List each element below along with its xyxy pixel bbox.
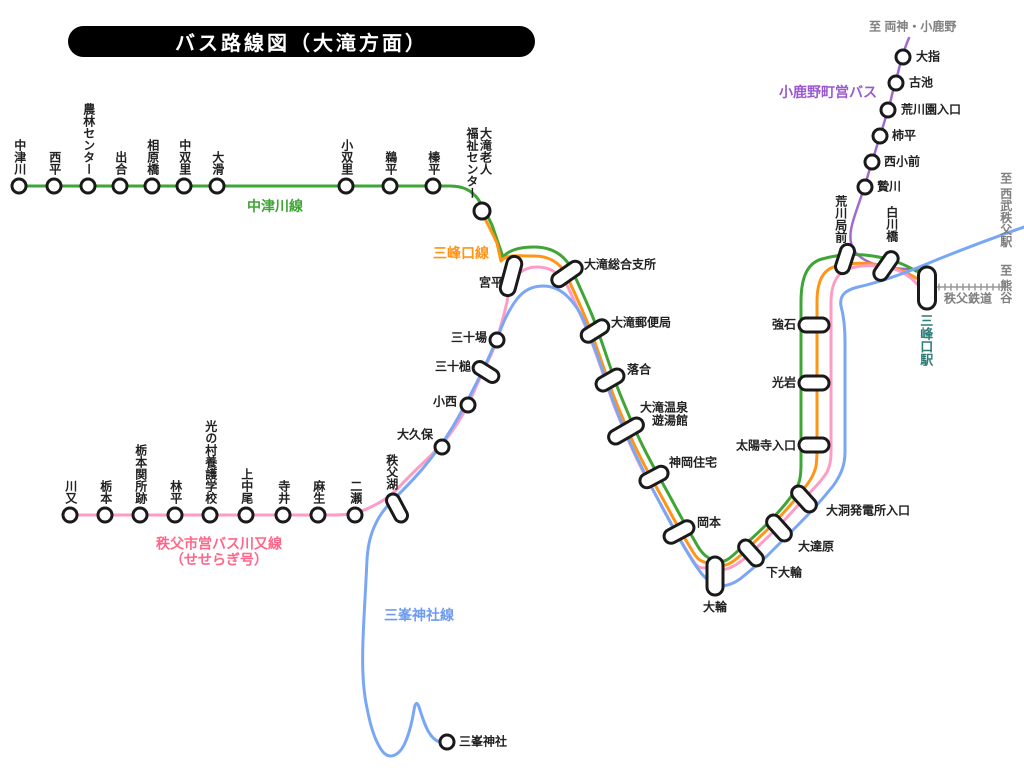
station-marker-寺井 (274, 506, 292, 524)
route-line-秩父市営バス川又線（せせらぎ号） (68, 264, 926, 572)
station-marker-中津川 (10, 177, 28, 195)
station-marker-小西 (459, 396, 477, 414)
station-marker-川又 (61, 506, 79, 524)
route-line-中津川線 (17, 184, 926, 564)
station-marker-大指 (894, 48, 912, 66)
route-line-三峯神社線 (361, 225, 1024, 758)
station-marker-落合 (594, 367, 626, 393)
station-marker-秩父湖 (385, 492, 409, 524)
railway-line (937, 283, 1008, 291)
station-marker-西平 (45, 177, 63, 195)
station-marker-神岡住宅 (638, 464, 670, 490)
station-marker-大輪 (705, 555, 725, 597)
station-marker-古池 (887, 74, 905, 92)
station-marker-下大輪 (737, 538, 765, 568)
station-marker-荒川局前 (834, 242, 856, 276)
station-marker-農林センター (79, 177, 97, 195)
station-marker-二瀬 (346, 506, 364, 524)
station-marker-三十槌 (471, 360, 501, 384)
station-marker-中双里 (175, 177, 193, 195)
station-marker-小双里 (337, 177, 355, 195)
station-marker-白川橋 (872, 250, 900, 282)
station-marker-岡本 (662, 519, 696, 545)
station-marker-光の村養護学校 (201, 506, 219, 524)
station-marker-三十場 (488, 331, 506, 349)
station-marker-大滑 (208, 177, 226, 195)
station-marker-宮平 (498, 254, 524, 298)
station-marker-三峯神社 (438, 733, 456, 751)
station-marker-大達原 (765, 513, 793, 543)
station-marker-上中尾 (237, 506, 255, 524)
station-marker-三峰口駅 (917, 265, 937, 311)
route-line-小鹿野町営バス (849, 36, 922, 272)
station-marker-鵜平 (381, 177, 399, 195)
station-marker-太陽寺入口 (797, 436, 831, 454)
map-title-pill: バス路線図（大滝方面） (68, 26, 535, 57)
station-marker-出合 (111, 177, 129, 195)
station-marker-大滝老人福祉センター (472, 201, 492, 221)
station-marker-大久保 (433, 438, 451, 456)
station-marker-強石 (797, 316, 831, 334)
station-marker-大洞発電所入口 (790, 484, 818, 514)
station-marker-榛平 (424, 177, 442, 195)
station-marker-大滝温泉遊湯館 (607, 416, 645, 446)
station-marker-西小前 (863, 153, 881, 171)
station-marker-林平 (166, 506, 184, 524)
station-marker-光岩 (797, 374, 831, 392)
map-title: バス路線図（大滝方面） (175, 33, 428, 55)
station-marker-大滝総合支所 (550, 259, 584, 289)
station-marker-麻生 (309, 506, 327, 524)
station-marker-贄川 (856, 178, 874, 196)
station-marker-栃本 (96, 506, 114, 524)
station-marker-相原橋 (143, 177, 161, 195)
station-marker-大滝郵便局 (579, 318, 611, 344)
station-marker-栃本関所跡 (131, 506, 149, 524)
station-marker-柿平 (871, 127, 889, 145)
station-marker-荒川園入口 (879, 101, 897, 119)
